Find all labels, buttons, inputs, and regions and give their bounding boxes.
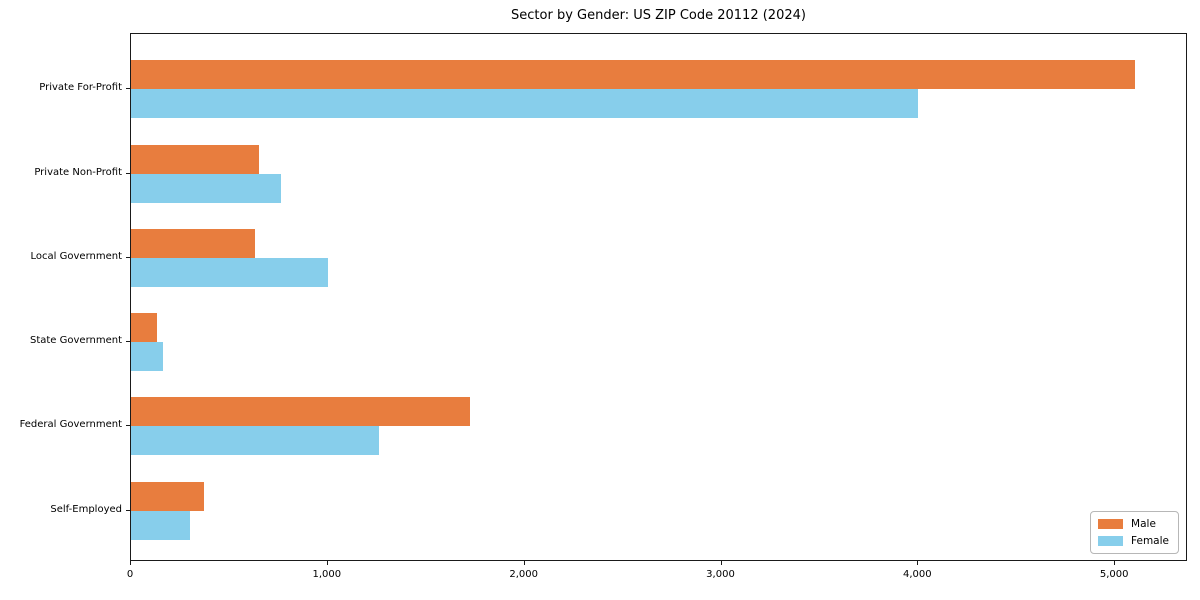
y-axis-label-federal-government: Federal Government — [19, 419, 122, 431]
legend-entry-female: Female — [1098, 535, 1169, 547]
x-tick-5000 — [1114, 561, 1116, 565]
x-tick-label-0: 0 — [126, 569, 134, 580]
y-axis-label-private-non-profit: Private Non-Profit — [34, 166, 122, 178]
x-tick-label-2000: 2,000 — [509, 569, 539, 580]
x-tick-3000 — [720, 561, 722, 565]
bar-female-local-government — [131, 257, 328, 287]
x-tick-label-5000: 5,000 — [1099, 569, 1129, 580]
bar-male-federal-government — [131, 397, 470, 427]
y-axis-label-local-government: Local Government — [30, 250, 122, 262]
y-tick-private-for-profit — [126, 88, 130, 90]
legend-entry-male: Male — [1098, 518, 1169, 530]
y-tick-private-non-profit — [126, 172, 130, 174]
bar-female-self-employed — [131, 510, 191, 540]
y-axis-label-self-employed: Self-Employed — [50, 503, 122, 515]
bar-male-private-non-profit — [131, 144, 259, 174]
bar-male-state-government — [131, 313, 157, 343]
y-axis-label-private-for-profit: Private For-Profit — [39, 82, 122, 94]
x-tick-4000 — [917, 561, 919, 565]
x-tick-label-3000: 3,000 — [706, 569, 735, 580]
bar-female-state-government — [131, 342, 163, 372]
bar-male-self-employed — [131, 481, 204, 511]
bar-female-private-non-profit — [131, 173, 281, 203]
y-axis-label-state-government: State Government — [29, 335, 122, 347]
y-tick-state-government — [126, 341, 130, 343]
legend-label-male: Male — [1131, 518, 1156, 530]
x-tick-label-4000: 4,000 — [902, 569, 932, 580]
plot-area: Male Female — [130, 33, 1187, 561]
bar-female-federal-government — [131, 426, 379, 456]
legend-swatch-female — [1098, 536, 1124, 546]
chart-title: Sector by Gender: US ZIP Code 20112 (202… — [511, 8, 806, 23]
legend-label-female: Female — [1131, 535, 1169, 547]
bar-female-private-for-profit — [131, 89, 919, 119]
x-tick-0 — [130, 561, 131, 565]
bar-male-local-government — [131, 228, 255, 258]
y-tick-federal-government — [126, 425, 130, 427]
legend: Male Female — [1090, 511, 1179, 554]
y-tick-self-employed — [126, 509, 130, 511]
legend-swatch-male — [1098, 519, 1124, 529]
x-tick-1000 — [326, 561, 328, 565]
x-tick-label-1000: 1,000 — [312, 569, 342, 580]
x-tick-2000 — [523, 561, 525, 565]
bar-male-private-for-profit — [131, 60, 1135, 90]
y-tick-local-government — [126, 256, 130, 258]
